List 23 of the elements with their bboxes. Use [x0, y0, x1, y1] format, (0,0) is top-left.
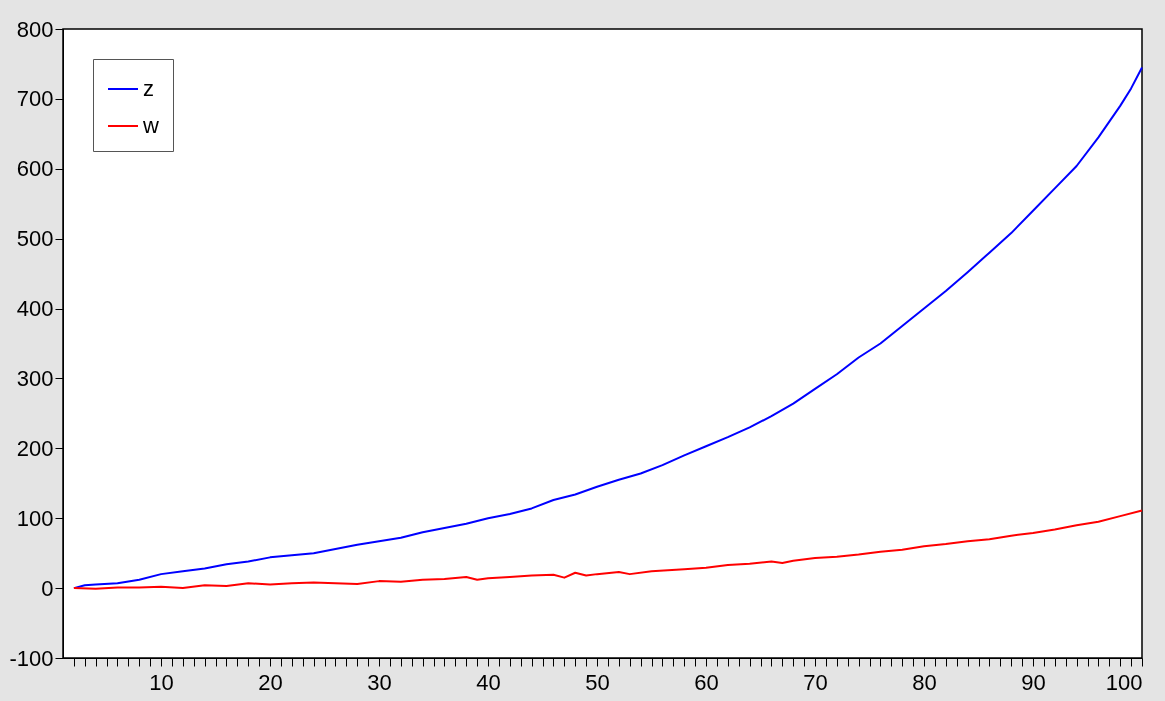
- line-series: [72, 509, 1143, 590]
- y-tick-label: 800: [16, 16, 54, 42]
- legend-label: w: [142, 113, 159, 138]
- x-tick-label: 10: [149, 669, 174, 695]
- x-tick-label: 50: [585, 669, 610, 695]
- x-tick-label: 100: [1105, 669, 1143, 695]
- x-tick-label: 30: [367, 669, 392, 695]
- y-tick-label: 700: [16, 86, 54, 112]
- x-tick-label: 90: [1021, 669, 1046, 695]
- y-tick-label: 0: [41, 575, 54, 601]
- y-tick-label: 500: [16, 226, 54, 252]
- y-tick-label: 200: [16, 435, 54, 461]
- x-tick-label: 60: [694, 669, 719, 695]
- x-tick-label: 20: [258, 669, 283, 695]
- y-tick-label: 600: [16, 156, 54, 182]
- x-tick-label: 40: [476, 669, 501, 695]
- x-tick-label: 80: [912, 669, 937, 695]
- y-tick-label: 400: [16, 296, 54, 322]
- y-tick-label: 100: [16, 505, 54, 531]
- legend-label: z: [143, 76, 154, 101]
- x-tick-label: 70: [803, 669, 828, 695]
- y-tick-label: -100: [9, 645, 54, 671]
- y-tick-label: 300: [16, 365, 54, 391]
